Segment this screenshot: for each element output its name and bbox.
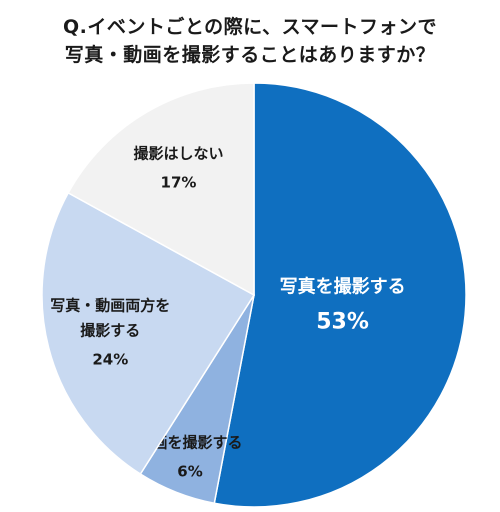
- slice-3-value-label: 24%: [92, 350, 128, 368]
- slice-4-value-label: 17%: [161, 173, 197, 191]
- slice-1-value-label: 53%: [316, 309, 369, 334]
- slice-3-label-line-1: 写真・動画両方を: [50, 296, 170, 314]
- chart-title-line-1: Q.イベントごとの際に、スマートフォンで: [62, 16, 438, 38]
- slice-1-label-line-1: 写真を撮影する: [280, 275, 406, 297]
- chart-title-line-2: 写真・動画を撮影することはありますか？: [64, 44, 436, 66]
- slice-2-value-label: 6%: [177, 463, 202, 481]
- pie-slice-1: [213, 82, 467, 508]
- pie-slice-3: [41, 191, 256, 476]
- slice-3-label-line-2: 撮影する: [80, 321, 140, 339]
- pie-slice-4: [67, 82, 255, 297]
- slice-4-label-line-1: 撮影はしない: [133, 144, 223, 162]
